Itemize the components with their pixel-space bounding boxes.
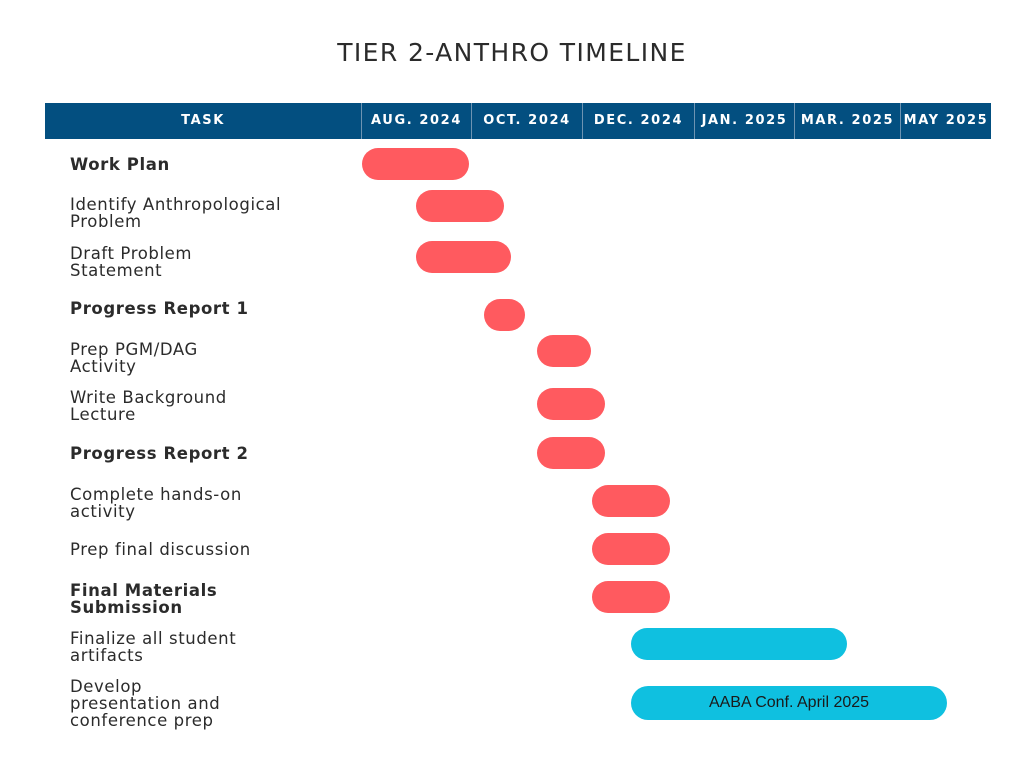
task-label-prep-pgm-dag: Prep PGM/DAG Activity (70, 340, 198, 376)
bar-student-artifacts (631, 628, 847, 660)
task-label-presentation-prep: Develop presentation and conference prep (70, 677, 221, 730)
header-month-4: JAN. 2025 (694, 103, 794, 139)
task-label-progress-report-2: Progress Report 2 (70, 444, 249, 463)
task-label-draft-statement: Draft Problem Statement (70, 244, 193, 280)
task-label-final-discussion: Prep final discussion (70, 540, 251, 559)
page-title: TIER 2-ANTHRO TIMELINE (337, 38, 687, 67)
timeline-header: TASK AUG. 2024 OCT. 2024 DEC. 2024 JAN. … (45, 103, 991, 139)
header-month-3: DEC. 2024 (582, 103, 694, 139)
bar-identify-problem (416, 190, 504, 222)
bar-draft-statement (416, 241, 511, 273)
bar-background-lecture (537, 388, 605, 420)
header-month-1: AUG. 2024 (361, 103, 471, 139)
task-label-identify-problem: Identify Anthropological Problem (70, 195, 282, 231)
task-label-student-artifacts: Finalize all student artifacts (70, 629, 237, 665)
task-label-progress-report-1: Progress Report 1 (70, 299, 249, 318)
bar-final-materials (592, 581, 670, 613)
bar-progress-report-1 (484, 299, 525, 331)
task-label-hands-on-activity: Complete hands-on activity (70, 485, 242, 521)
header-month-2: OCT. 2024 (471, 103, 582, 139)
bar-progress-report-2 (537, 437, 605, 469)
bar-hands-on-activity (592, 485, 670, 517)
bar-final-discussion (592, 533, 670, 565)
bar-prep-pgm-dag (537, 335, 591, 367)
bar-work-plan (362, 148, 469, 180)
task-label-background-lecture: Write Background Lecture (70, 388, 227, 424)
header-task: TASK (181, 113, 225, 128)
task-label-work-plan: Work Plan (70, 155, 170, 174)
bar-presentation-prep: AABA Conf. April 2025 (631, 686, 947, 720)
header-month-6: MAY 2025 (900, 103, 991, 139)
header-month-5: MAR. 2025 (794, 103, 900, 139)
task-label-final-materials: Final Materials Submission (70, 581, 218, 617)
